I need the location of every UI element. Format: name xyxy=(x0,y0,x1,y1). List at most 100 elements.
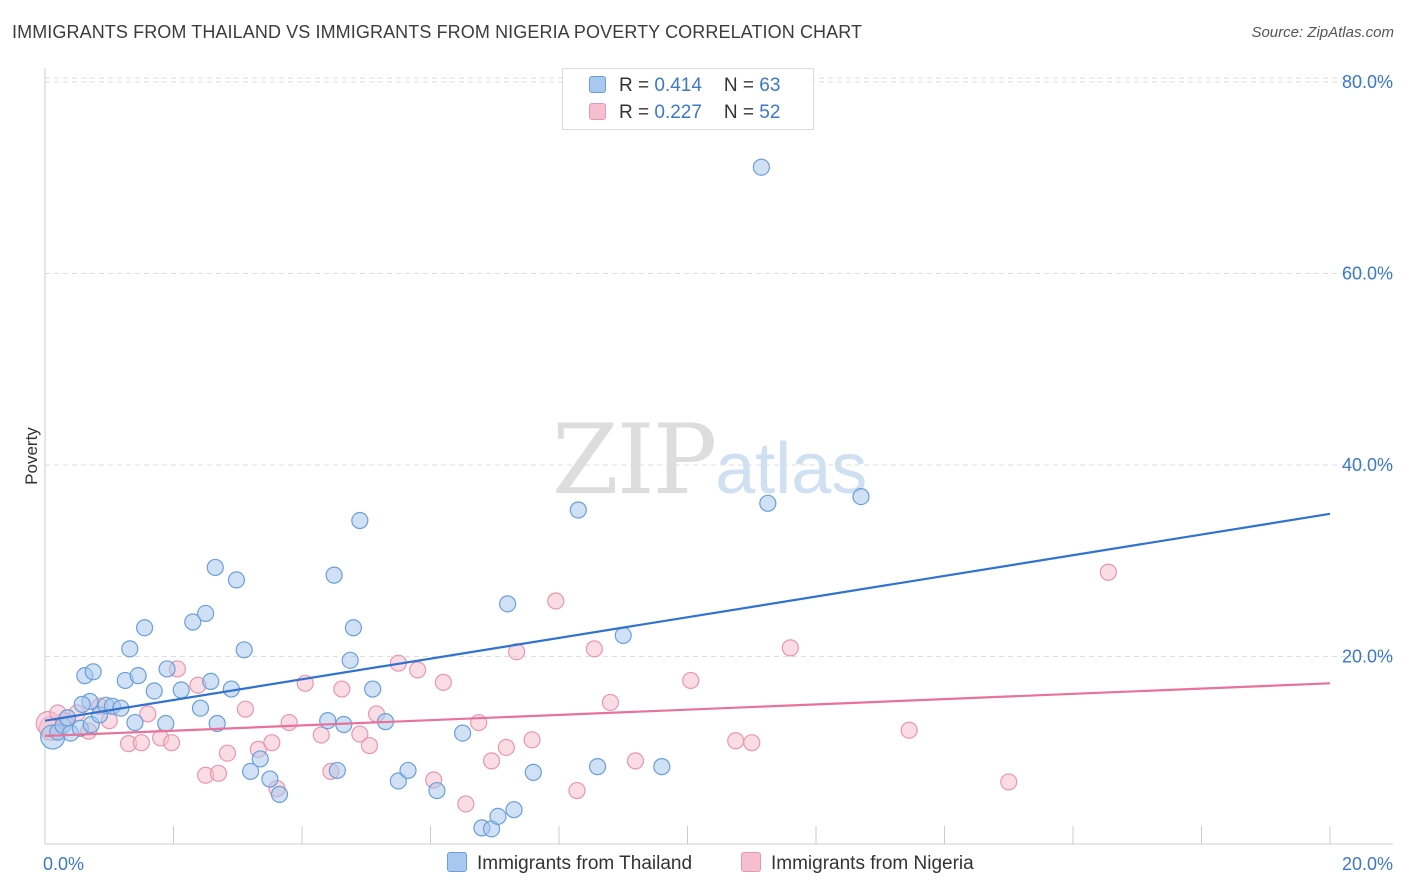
nigeria-r-value: 0.227 xyxy=(654,102,702,123)
thailand-point-30 xyxy=(206,558,224,577)
thailand-swatch xyxy=(589,76,606,93)
thailand-point-52 xyxy=(499,595,517,613)
legend-item-thailand[interactable]: Immigrants from Thailand xyxy=(447,852,692,875)
thailand-point-34 xyxy=(251,750,269,768)
grid-lines xyxy=(45,77,1393,657)
thailand-point-39 xyxy=(344,619,362,637)
x-tick-label-max: 20.0% xyxy=(1342,854,1393,874)
legend-nigeria-swatch xyxy=(741,852,761,872)
thailand-point-56 xyxy=(588,758,607,776)
nigeria-point-44 xyxy=(727,732,745,750)
nigeria-point-35 xyxy=(497,738,515,757)
watermark-atlas: atlas xyxy=(715,429,868,509)
thailand-point-62 xyxy=(852,487,870,506)
nigeria-point-46 xyxy=(781,639,799,657)
thailand-point-32 xyxy=(235,641,253,659)
thailand-point-20 xyxy=(121,640,139,658)
nigeria-point-39 xyxy=(568,781,586,800)
thailand-point-38 xyxy=(328,761,346,780)
thailand-point-21 xyxy=(135,619,154,637)
thailand-point-46 xyxy=(399,761,417,780)
thailand-point-40 xyxy=(325,566,343,584)
thailand-point-25 xyxy=(202,672,220,690)
thailand-point-22 xyxy=(158,660,176,678)
thailand-point-53 xyxy=(505,801,523,819)
thailand-point-61 xyxy=(759,494,777,512)
thailand-point-17 xyxy=(73,695,91,713)
legend-thailand-label: Immigrants from Thailand xyxy=(477,853,693,874)
thailand-point-59 xyxy=(752,158,770,176)
nigeria-n-label: N = xyxy=(723,102,760,123)
watermark: ZIPatlas xyxy=(552,404,867,516)
nigeria-n-value: 52 xyxy=(759,102,781,123)
chart-title: IMMIGRANTS FROM THAILAND VS IMMIGRANTS F… xyxy=(12,22,863,42)
nigeria-point-7 xyxy=(132,734,150,752)
thailand-point-37 xyxy=(319,712,337,730)
nigeria-point-18 xyxy=(263,734,281,752)
nigeria-point-10 xyxy=(162,734,181,752)
thailand-point-58 xyxy=(653,758,671,776)
correlation-legend: R = 0.414 N = 63 R = 0.227 N = 52 xyxy=(562,68,814,130)
nigeria-point-14 xyxy=(209,764,228,782)
thailand-point-36 xyxy=(270,785,289,803)
thailand-series-points xyxy=(40,158,870,838)
thailand-point-23 xyxy=(172,681,190,699)
watermark-zip: ZIP xyxy=(552,404,717,516)
thailand-point-54 xyxy=(489,807,507,826)
legend-item-nigeria[interactable]: Immigrants from Nigeria xyxy=(741,852,974,875)
nigeria-point-38 xyxy=(547,592,565,610)
thailand-point-24 xyxy=(191,699,210,717)
thailand-point-44 xyxy=(364,680,382,698)
thailand-point-16 xyxy=(157,714,175,733)
thailand-trend-line xyxy=(44,512,1331,722)
legend-row-thailand: R = 0.414 N = 63 xyxy=(589,75,780,99)
source-note: Source: ZipAtlas.com xyxy=(1251,24,1394,41)
legend-thailand-swatch xyxy=(447,852,467,872)
thailand-point-31 xyxy=(227,571,246,589)
trend-lines xyxy=(44,512,1331,738)
nigeria-point-29 xyxy=(409,661,427,679)
thailand-point-49 xyxy=(454,724,472,742)
nigeria-point-47 xyxy=(900,721,918,739)
thailand-point-27 xyxy=(208,714,226,733)
nigeria-series-points xyxy=(35,563,1117,813)
nigeria-swatch xyxy=(589,103,606,120)
nigeria-r-label: R = xyxy=(619,102,655,123)
nigeria-point-26 xyxy=(360,736,379,755)
thailand-point-60 xyxy=(614,626,632,645)
nigeria-point-41 xyxy=(601,693,620,712)
y-tick-label-60: 60.0% xyxy=(1342,264,1393,284)
nigeria-point-43 xyxy=(682,671,700,690)
nigeria-point-45 xyxy=(743,734,761,752)
tick-labels: 20.0% 40.0% 60.0% 80.0% 0.0% 20.0% xyxy=(43,72,1393,874)
thailand-point-48 xyxy=(428,781,446,800)
thailand-point-42 xyxy=(341,651,359,669)
nigeria-point-24 xyxy=(333,680,351,698)
thailand-point-28 xyxy=(184,613,202,631)
thailand-point-33 xyxy=(242,762,260,781)
thailand-n-value: 63 xyxy=(759,75,781,96)
thailand-point-11 xyxy=(126,713,144,732)
nigeria-point-25 xyxy=(351,725,369,743)
nigeria-point-16 xyxy=(236,700,255,718)
legend-row-nigeria: R = 0.227 N = 52 xyxy=(589,102,780,126)
nigeria-point-37 xyxy=(523,731,541,749)
thailand-point-15 xyxy=(129,667,147,685)
nigeria-point-40 xyxy=(585,640,603,658)
nigeria-point-32 xyxy=(457,795,475,813)
thailand-point-12 xyxy=(145,682,163,700)
nigeria-point-34 xyxy=(482,752,501,770)
thailand-point-29 xyxy=(197,604,215,623)
nigeria-point-31 xyxy=(434,673,452,691)
thailand-point-55 xyxy=(524,763,542,781)
thailand-point-19 xyxy=(84,663,102,681)
y-tick-label-20: 20.0% xyxy=(1342,647,1393,667)
nigeria-point-8 xyxy=(139,705,157,723)
thailand-r-label: R = xyxy=(619,75,655,96)
nigeria-point-48 xyxy=(1000,773,1018,791)
y-tick-label-40: 40.0% xyxy=(1342,455,1393,475)
y-axis-label: Poverty xyxy=(22,427,41,485)
nigeria-point-42 xyxy=(626,752,645,770)
y-tick-label-80: 80.0% xyxy=(1342,72,1393,92)
